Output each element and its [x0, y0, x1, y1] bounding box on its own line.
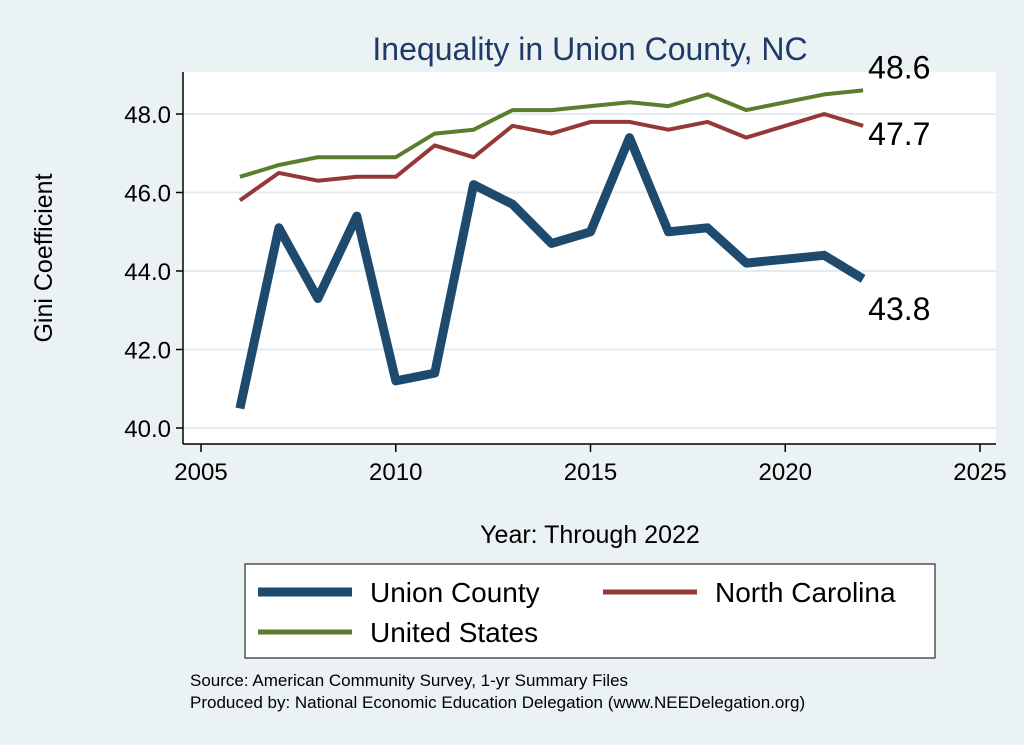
source-note: Source: American Community Survey, 1-yr … — [190, 671, 628, 690]
series-line-union-county — [235, 133, 866, 410]
legend-label-union-county: Union County — [370, 577, 540, 608]
series-layer — [235, 88, 866, 410]
series-line-united-states — [239, 88, 864, 179]
axes: 40.0 42.0 44.0 46.0 48.0 2005 2010 2015 2020 2025 — [124, 72, 1007, 486]
grid-lines — [183, 113, 996, 429]
y-tick-label: 42.0 — [124, 338, 171, 365]
y-tick-label: 44.0 — [124, 259, 171, 286]
y-tick-label: 48.0 — [124, 102, 171, 129]
x-tick-label: 2010 — [369, 459, 422, 486]
x-tick-label: 2020 — [759, 459, 812, 486]
legend-label-united-states: United States — [370, 617, 538, 648]
x-axis-label: Year: Through 2022 — [480, 521, 700, 549]
legend-label-north-carolina: North Carolina — [715, 577, 896, 608]
y-axis-label: Gini Coefficient — [30, 173, 58, 342]
plot-area — [183, 72, 996, 444]
end-label-united-states: 48.6 — [868, 49, 930, 85]
x-tick-label: 2005 — [174, 459, 227, 486]
x-tick-label: 2025 — [953, 459, 1006, 486]
end-label-union-county: 43.8 — [868, 291, 930, 327]
chart-title: Inequality in Union County, NC — [372, 31, 807, 67]
x-tick-label: 2015 — [564, 459, 617, 486]
legend: Union County North Carolina United State… — [244, 563, 936, 659]
series-line-north-carolina — [238, 112, 864, 203]
end-label-north-carolina: 47.7 — [868, 116, 930, 152]
y-tick-label: 46.0 — [124, 181, 171, 208]
produced-by-note: Produced by: National Economic Education… — [190, 693, 805, 712]
y-tick-label: 40.0 — [124, 416, 171, 443]
end-labels: 43.8 47.7 48.6 — [868, 49, 930, 326]
legend-box — [244, 563, 936, 659]
